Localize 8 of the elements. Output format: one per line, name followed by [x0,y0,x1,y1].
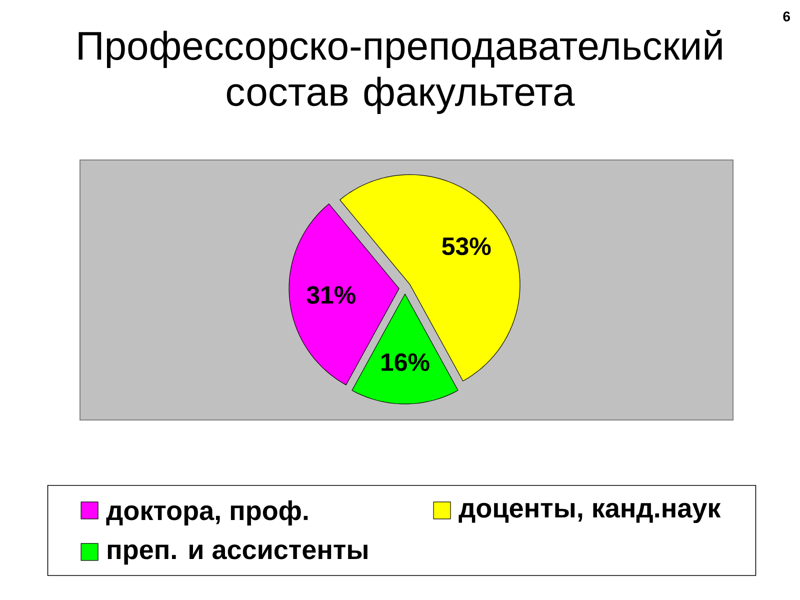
data-label: 31% [306,286,356,304]
legend-label: доктора, проф. [106,500,308,526]
chart-title: Профессорско-преподавательский состав факультета [78,30,722,114]
legend-label: доценты, канд.наук [458,502,721,524]
data-label: 16% [382,353,430,372]
text: 6 [783,12,790,22]
legend-label: преп. и ассистенты [108,544,368,565]
data-label: 53% [442,237,491,256]
